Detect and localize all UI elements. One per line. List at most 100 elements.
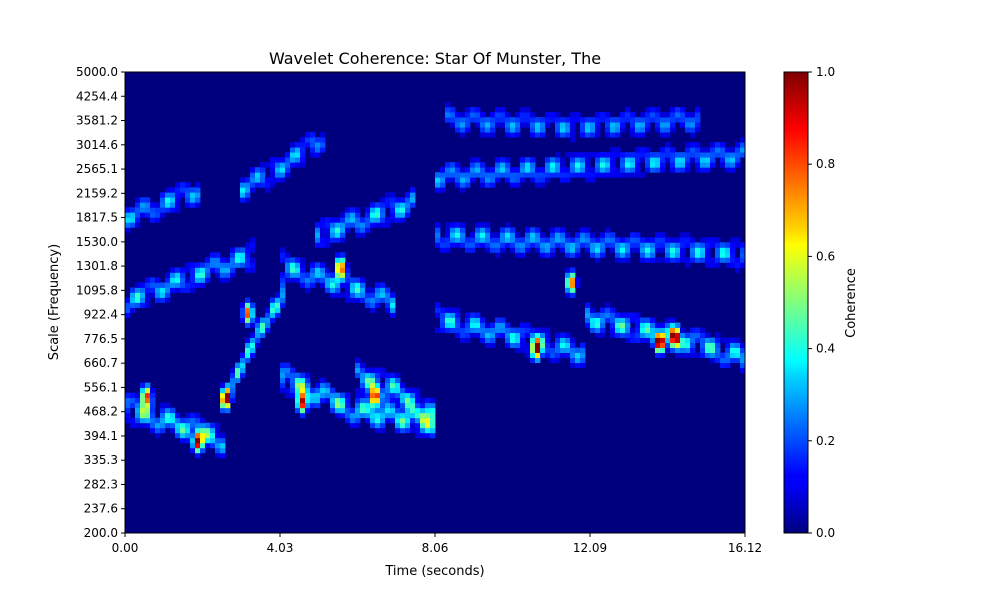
heatmap-cell [200, 417, 206, 424]
heatmap-cell [195, 417, 201, 424]
heatmap-cell [135, 282, 141, 288]
heatmap-cell [690, 147, 696, 153]
heatmap-cell [220, 452, 226, 459]
heatmap-cell [485, 232, 491, 238]
heatmap-cell [550, 112, 556, 118]
heatmap-cell [300, 277, 306, 283]
heatmap-cell [480, 167, 486, 173]
heatmap-cell [540, 177, 546, 183]
heatmap-cell [740, 257, 746, 263]
heatmap-cell [710, 352, 716, 359]
heatmap-cell [620, 167, 626, 173]
heatmap-cell [360, 382, 366, 389]
heatmap-cell [335, 227, 341, 233]
heatmap-cell [560, 162, 566, 168]
heatmap-cell [310, 132, 316, 138]
heatmap-cell [625, 322, 631, 328]
heatmap-cell [150, 427, 156, 434]
heatmap-cell [245, 247, 251, 253]
heatmap-cell [235, 252, 241, 258]
heatmap-cell [335, 402, 341, 409]
heatmap-cell [510, 132, 516, 138]
heatmap-cell [395, 207, 401, 213]
heatmap-cell [330, 237, 336, 243]
heatmap-cell [395, 392, 401, 399]
colorbar-gradient [783, 71, 809, 534]
heatmap-cell [705, 347, 711, 354]
heatmap-cell [135, 392, 141, 399]
heatmap-cell [700, 157, 706, 163]
heatmap-cell [680, 337, 686, 343]
heatmap-cell [675, 117, 681, 123]
heatmap-cell [200, 267, 206, 273]
heatmap-cell [305, 382, 311, 389]
heatmap-cell [415, 397, 421, 404]
heatmap-cell [140, 287, 146, 293]
heatmap-cell [565, 287, 571, 293]
heatmap-cell [200, 447, 206, 454]
heatmap-cell [300, 257, 306, 263]
heatmap-cell [455, 222, 461, 228]
heatmap-cell [615, 327, 621, 333]
heatmap-cell [595, 132, 601, 138]
heatmap-cell [730, 147, 736, 153]
heatmap-cell [325, 277, 331, 283]
heatmap-cell [360, 362, 366, 369]
heatmap-cell [245, 337, 251, 343]
heatmap-cell [320, 387, 326, 394]
heatmap-cell [240, 352, 246, 359]
heatmap-cell [195, 432, 201, 439]
heatmap-cell [505, 327, 511, 333]
heatmap-cell [455, 122, 461, 128]
heatmap-cell [680, 257, 686, 263]
heatmap-cell [575, 352, 581, 359]
heatmap-cell [580, 242, 586, 248]
heatmap-cell [670, 107, 676, 113]
heatmap-cell [480, 132, 486, 138]
heatmap-cell [125, 302, 131, 308]
heatmap-cell [305, 392, 311, 399]
heatmap-cell [595, 172, 601, 178]
heatmap-cell [465, 312, 471, 318]
heatmap-cell [565, 167, 571, 173]
heatmap-cell [605, 127, 611, 133]
heatmap-cell [655, 242, 661, 248]
heatmap-cell [460, 172, 466, 178]
heatmap-cell [645, 112, 651, 118]
heatmap-cell [380, 297, 386, 303]
heatmap-cell [285, 372, 291, 379]
chart-title: Wavelet Coherence: Star Of Munster, The [269, 49, 601, 68]
heatmap-cell [190, 202, 196, 208]
heatmap-cell [425, 427, 431, 434]
heatmap-cell [305, 372, 311, 379]
heatmap-cell [405, 417, 411, 424]
heatmap-cell [675, 342, 681, 348]
heatmap-cell [605, 307, 611, 313]
heatmap-cell [520, 177, 526, 183]
heatmap-cell [465, 332, 471, 338]
heatmap-cell [220, 402, 226, 409]
heatmap-cell [665, 257, 671, 263]
heatmap-cell [645, 122, 651, 128]
heatmap-cell [300, 142, 306, 148]
heatmap-cell [445, 162, 451, 168]
heatmap-cell [245, 357, 251, 364]
heatmap-cell [155, 292, 161, 298]
heatmap-cell [365, 367, 371, 374]
heatmap-cell [395, 402, 401, 409]
heatmap-cell [600, 162, 606, 168]
heatmap-cell [485, 122, 491, 128]
heatmap-cell [300, 387, 306, 394]
heatmap-cell [470, 232, 476, 238]
heatmap-cell [510, 247, 516, 253]
heatmap-cell [295, 152, 301, 158]
heatmap-cell [580, 342, 586, 348]
heatmap-cell [725, 162, 731, 168]
heatmap-cell [180, 427, 186, 434]
heatmap-cell [365, 372, 371, 379]
heatmap-cell [315, 277, 321, 283]
heatmap-cell [590, 322, 596, 328]
heatmap-cell [520, 117, 526, 123]
heatmap-cell [655, 257, 661, 263]
heatmap-cell [225, 267, 231, 273]
